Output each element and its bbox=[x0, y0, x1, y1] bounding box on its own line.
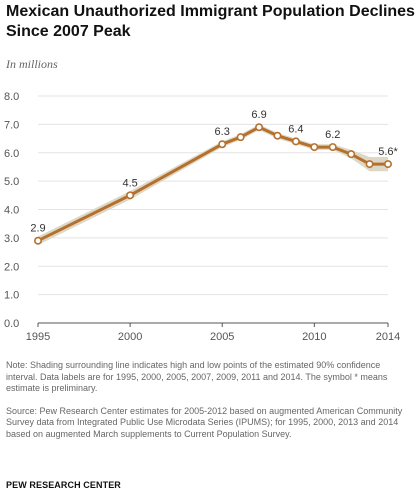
x-tick-label: 2014 bbox=[376, 331, 400, 343]
y-tick-label: 3.0 bbox=[4, 233, 19, 245]
source-text: Source: Pew Research Center estimates fo… bbox=[6, 405, 403, 439]
data-points bbox=[33, 123, 392, 245]
x-tick-label: 1995 bbox=[26, 331, 50, 343]
data-point bbox=[383, 160, 392, 169]
footer-credit: PEW RESEARCH CENTER bbox=[6, 480, 121, 490]
confidence-interval-band bbox=[38, 124, 388, 245]
y-tick-label: 8.0 bbox=[4, 91, 19, 103]
y-tick-label: 6.0 bbox=[4, 148, 19, 160]
x-tick-label: 2000 bbox=[118, 331, 142, 343]
chart-subtitle: In millions bbox=[6, 57, 58, 71]
y-tick-label: 7.0 bbox=[4, 119, 19, 131]
data-point bbox=[273, 131, 282, 140]
note-text: Note: Shading surrounding line indicates… bbox=[6, 360, 388, 393]
data-label: 6.9 bbox=[251, 109, 266, 121]
data-label: 6.4 bbox=[288, 123, 303, 135]
y-axis: 8.0 7.0 6.0 5.0 4.0 3.0 2.0 1.0 0.0 bbox=[4, 91, 19, 330]
chart-notes: Note: Shading surrounding line indicates… bbox=[6, 360, 414, 440]
y-tick-label: 2.0 bbox=[4, 261, 19, 273]
data-point bbox=[347, 150, 356, 159]
y-tick-label: 4.0 bbox=[4, 205, 19, 217]
data-point bbox=[255, 123, 264, 132]
data-label: 5.6* bbox=[378, 146, 398, 158]
data-label: 6.2 bbox=[325, 129, 340, 141]
line-chart: 8.0 7.0 6.0 5.0 4.0 3.0 2.0 1.0 0.0 1995 2000 2005… bbox=[4, 91, 400, 343]
y-tick-label: 5.0 bbox=[4, 176, 19, 188]
grid-lines bbox=[38, 95, 388, 324]
data-point bbox=[126, 191, 135, 200]
data-label: 6.3 bbox=[215, 126, 230, 138]
x-tick-label: 2010 bbox=[302, 331, 326, 343]
data-labels: 2.9 4.5 6.3 6.9 6.4 6.2 5.6* bbox=[30, 109, 398, 234]
data-point bbox=[328, 143, 337, 152]
data-point bbox=[310, 143, 319, 152]
y-tick-label: 1.0 bbox=[4, 290, 19, 302]
x-axis: 1995 2000 2005 2010 2014 bbox=[26, 323, 400, 343]
data-point bbox=[218, 140, 227, 149]
data-point bbox=[236, 133, 245, 142]
confidence-band bbox=[38, 124, 388, 245]
data-label: 4.5 bbox=[122, 177, 137, 189]
data-label: 2.9 bbox=[30, 223, 45, 235]
data-point bbox=[365, 160, 374, 169]
data-point bbox=[291, 137, 300, 146]
y-tick-label: 0.0 bbox=[4, 318, 19, 330]
data-point bbox=[33, 236, 42, 245]
chart-title: Mexican Unauthorized Immigrant Populatio… bbox=[6, 3, 415, 40]
x-tick-label: 2005 bbox=[210, 331, 234, 343]
